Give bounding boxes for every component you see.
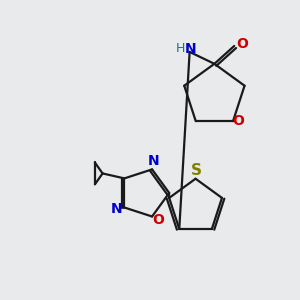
Text: N: N bbox=[111, 202, 122, 217]
Text: O: O bbox=[232, 114, 244, 128]
Text: S: S bbox=[191, 163, 202, 178]
Text: N: N bbox=[185, 42, 197, 56]
Text: H: H bbox=[176, 42, 185, 56]
Text: O: O bbox=[236, 37, 248, 51]
Text: O: O bbox=[152, 214, 164, 227]
Text: N: N bbox=[148, 154, 160, 169]
